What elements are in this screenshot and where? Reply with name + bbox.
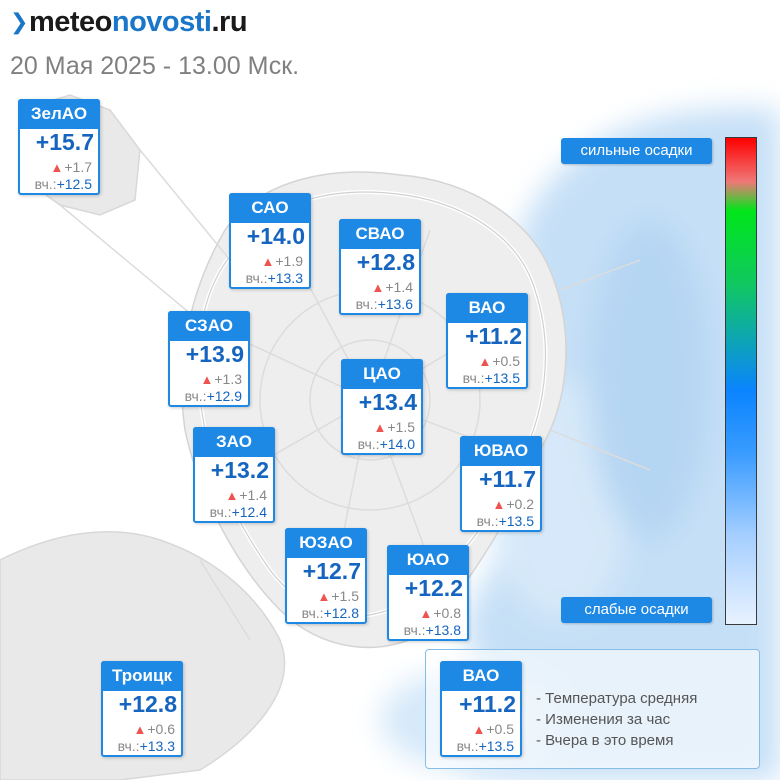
district-name: ЮВАО — [460, 436, 542, 466]
triangle-up-icon: ▲ — [225, 488, 239, 503]
district-hourly-change: ▲+1.7 — [50, 159, 92, 175]
district-card-yuao: ЮАО +12.2 ▲+0.8 вч.:+13.8 — [387, 545, 469, 641]
district-temperature: +12.2 — [404, 575, 463, 601]
district-card-troitsk: Троицк +12.8 ▲+0.6 вч.:+13.3 — [101, 661, 183, 757]
district-card-yuzao: ЮЗАО +12.7 ▲+1.5 вч.:+12.8 — [285, 528, 367, 624]
district-temperature: +11.2 — [465, 323, 522, 349]
site-logo[interactable]: ❯meteonovosti.ru — [10, 6, 248, 39]
district-yesterday: вч.:+12.4 — [209, 504, 267, 520]
district-yesterday: вч.:+12.8 — [301, 605, 359, 621]
district-hourly-change: ▲+1.9 — [261, 253, 303, 269]
triangle-up-icon: ▲ — [50, 160, 64, 175]
triangle-up-icon: ▲ — [371, 280, 385, 295]
district-hourly-change: ▲+0.8 — [419, 605, 461, 621]
district-hourly-change: ▲+0.2 — [492, 496, 534, 512]
district-name: ЦАО — [341, 359, 423, 389]
district-hourly-change: ▲+0.6 — [133, 721, 175, 737]
district-yesterday: вч.:+12.9 — [184, 388, 242, 404]
district-name: ЗелАО — [18, 99, 100, 129]
scale-label-light: слабые осадки — [561, 597, 712, 623]
triangle-up-icon: ▲ — [133, 722, 147, 737]
district-temperature: +11.7 — [479, 466, 536, 492]
logo-mark-icon: ❯ — [10, 9, 28, 34]
district-yesterday: вч.:+13.5 — [462, 370, 520, 386]
district-temperature: +15.7 — [35, 129, 94, 155]
district-name: ВАО — [440, 661, 522, 691]
district-yesterday: вч.:+13.5 — [476, 513, 534, 529]
district-card-yuvao: ЮВАО +11.7 ▲+0.2 вч.:+13.5 — [460, 436, 542, 532]
district-temperature: +12.8 — [356, 249, 415, 275]
district-temperature: +12.8 — [118, 691, 177, 717]
district-name: СЗАО — [168, 311, 250, 341]
district-name: САО — [229, 193, 311, 223]
legend-line-change: - Изменения за час — [536, 711, 671, 728]
district-temperature: +13.2 — [210, 457, 269, 483]
district-card-zelao: ЗелАО +15.7 ▲+1.7 вч.:+12.5 — [18, 99, 100, 195]
triangle-up-icon: ▲ — [472, 722, 486, 737]
district-name: ЗАО — [193, 427, 275, 457]
triangle-up-icon: ▲ — [478, 354, 492, 369]
district-yesterday: вч.:+13.3 — [117, 738, 175, 754]
triangle-up-icon: ▲ — [317, 589, 331, 604]
district-name: ЮАО — [387, 545, 469, 575]
triangle-up-icon: ▲ — [200, 372, 214, 387]
district-name: ВАО — [446, 293, 528, 323]
district-temperature: +12.7 — [302, 558, 361, 584]
district-temperature: +11.2 — [459, 691, 516, 717]
district-name: ЮЗАО — [285, 528, 367, 558]
district-hourly-change: ▲+0.5 — [472, 721, 514, 737]
district-yesterday: вч.:+14.0 — [357, 436, 415, 452]
legend-descriptions: - Температура средняя - Изменения за час… — [536, 688, 697, 751]
district-card-cao: ЦАО +13.4 ▲+1.5 вч.:+14.0 — [341, 359, 423, 455]
triangle-up-icon: ▲ — [261, 254, 275, 269]
district-temperature: +14.0 — [246, 223, 305, 249]
district-card-vao: ВАО +11.2 ▲+0.5 вч.:+13.5 — [446, 293, 528, 389]
district-name: Троицк — [101, 661, 183, 691]
logo-text-meteo: meteo — [28, 6, 112, 38]
district-card-zao: ЗАО +13.2 ▲+1.4 вч.:+12.4 — [193, 427, 275, 523]
district-card-szao: СЗАО +13.9 ▲+1.3 вч.:+12.9 — [168, 311, 250, 407]
precipitation-scale-bar — [725, 137, 757, 625]
district-temperature: +13.4 — [358, 389, 417, 415]
district-hourly-change: ▲+1.5 — [317, 588, 359, 604]
triangle-up-icon: ▲ — [419, 606, 433, 621]
district-hourly-change: ▲+1.3 — [200, 371, 242, 387]
district-hourly-change: ▲+1.4 — [225, 487, 267, 503]
district-hourly-change: ▲+0.5 — [478, 353, 520, 369]
logo-text-ru: .ru — [211, 6, 248, 38]
district-temperature: +13.9 — [185, 341, 244, 367]
district-card-svao: СВАО +12.8 ▲+1.4 вч.:+13.6 — [339, 219, 421, 315]
triangle-up-icon: ▲ — [492, 497, 506, 512]
district-yesterday: вч.:+12.5 — [34, 176, 92, 192]
triangle-up-icon: ▲ — [373, 420, 387, 435]
district-yesterday: вч.:+13.3 — [245, 270, 303, 286]
district-yesterday: вч.:+13.6 — [355, 296, 413, 312]
district-name: СВАО — [339, 219, 421, 249]
logo-text-novosti: novosti — [111, 6, 212, 38]
district-card-sao: САО +14.0 ▲+1.9 вч.:+13.3 — [229, 193, 311, 289]
legend-box: ВАО +11.2 ▲+0.5 вч.:+13.5 - Температура … — [425, 649, 760, 769]
forecast-datetime: 20 Мая 2025 - 13.00 Мск. — [10, 52, 300, 80]
scale-label-heavy: сильные осадки — [561, 138, 712, 164]
district-yesterday: вч.:+13.8 — [403, 622, 461, 638]
legend-line-temperature: - Температура средняя — [536, 690, 698, 707]
legend-line-yesterday: - Вчера в это время — [536, 732, 674, 749]
district-yesterday: вч.:+13.5 — [456, 738, 514, 754]
legend-example-card: ВАО +11.2 ▲+0.5 вч.:+13.5 — [440, 661, 522, 757]
district-hourly-change: ▲+1.4 — [371, 279, 413, 295]
district-hourly-change: ▲+1.5 — [373, 419, 415, 435]
